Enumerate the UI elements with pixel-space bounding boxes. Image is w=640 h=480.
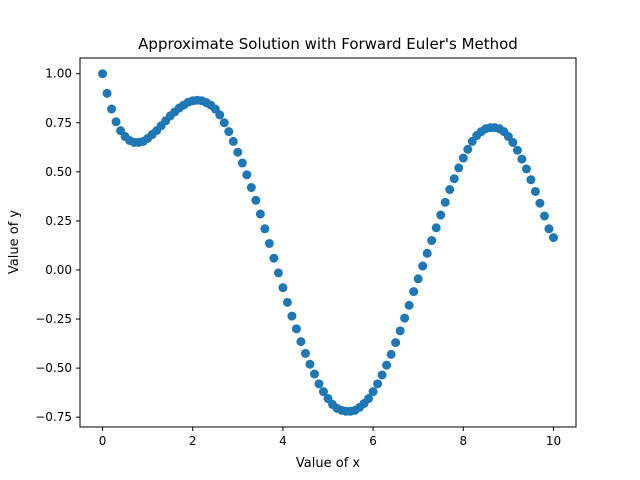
x-tick-label: 2 — [189, 434, 197, 448]
data-point — [400, 313, 410, 323]
data-point — [219, 118, 229, 128]
data-point — [530, 186, 540, 196]
data-point — [300, 348, 310, 358]
plot-frame — [79, 57, 577, 428]
x-tick-label: 4 — [279, 434, 287, 448]
data-point — [548, 233, 558, 243]
data-point — [463, 144, 473, 154]
data-point — [418, 261, 428, 271]
data-point — [314, 379, 324, 389]
data-point — [260, 224, 270, 234]
data-point — [386, 349, 396, 359]
x-tick-label: 6 — [369, 434, 377, 448]
data-point — [395, 326, 405, 336]
y-tick-label: 0.25 — [45, 214, 72, 228]
data-point — [391, 338, 401, 348]
y-tick-label: −0.50 — [35, 361, 72, 375]
data-point — [508, 137, 518, 147]
data-point — [309, 369, 319, 379]
data-point — [233, 147, 243, 157]
y-axis-ticks: −0.75 −0.50 −0.25 0.00 0.25 0.50 0.75 1.00 — [35, 67, 80, 424]
data-point — [111, 117, 121, 127]
y-tick-label: −0.75 — [35, 410, 72, 424]
x-tick-label: 0 — [99, 434, 107, 448]
data-point — [305, 359, 315, 369]
data-point — [431, 223, 441, 233]
data-point — [269, 253, 279, 263]
data-point — [255, 209, 265, 219]
data-point — [287, 311, 297, 321]
data-point — [102, 88, 112, 98]
data-point — [526, 175, 536, 185]
data-point — [278, 283, 288, 293]
data-point — [237, 158, 247, 168]
data-point — [364, 394, 374, 404]
data-point — [413, 274, 423, 284]
data-point — [436, 210, 446, 220]
data-point — [445, 185, 455, 195]
data-point — [291, 324, 301, 334]
data-point — [382, 360, 392, 370]
data-point — [517, 154, 527, 164]
data-point — [454, 163, 464, 173]
data-point — [368, 387, 378, 397]
x-axis-label: Value of x — [296, 456, 360, 471]
data-point — [215, 110, 225, 120]
data-point — [246, 183, 256, 193]
data-point — [251, 195, 261, 205]
data-point — [512, 145, 522, 155]
data-point — [409, 287, 419, 297]
data-point — [98, 69, 108, 79]
x-tick-label: 10 — [546, 434, 561, 448]
data-point — [228, 136, 238, 146]
data-point — [539, 211, 549, 221]
data-point — [422, 248, 432, 258]
data-point — [107, 104, 117, 114]
data-point — [377, 370, 387, 380]
data-point — [282, 297, 292, 307]
data-point — [535, 198, 545, 208]
data-point — [318, 387, 328, 397]
data-point — [264, 238, 274, 248]
y-tick-label: 0.00 — [45, 263, 72, 277]
x-tick-label: 8 — [459, 434, 467, 448]
x-axis-ticks: 0 2 4 6 8 10 — [99, 427, 561, 448]
data-point — [440, 197, 450, 207]
y-tick-label: 1.00 — [45, 67, 72, 81]
y-axis-label: Value of y — [7, 210, 22, 274]
data-point — [296, 337, 306, 347]
data-point — [458, 153, 468, 163]
y-tick-label: −0.25 — [35, 312, 72, 326]
y-tick-label: 0.50 — [45, 165, 72, 179]
data-point — [224, 127, 234, 137]
data-point — [273, 268, 283, 278]
y-tick-label: 0.75 — [45, 116, 72, 130]
data-point — [242, 170, 252, 180]
data-point — [404, 300, 414, 310]
data-point — [449, 174, 459, 184]
data-point — [373, 379, 383, 389]
chart-title: Approximate Solution with Forward Euler'… — [138, 35, 518, 53]
data-point — [544, 224, 554, 234]
data-point — [427, 236, 437, 246]
data-point — [521, 164, 531, 174]
data-points — [98, 69, 558, 416]
